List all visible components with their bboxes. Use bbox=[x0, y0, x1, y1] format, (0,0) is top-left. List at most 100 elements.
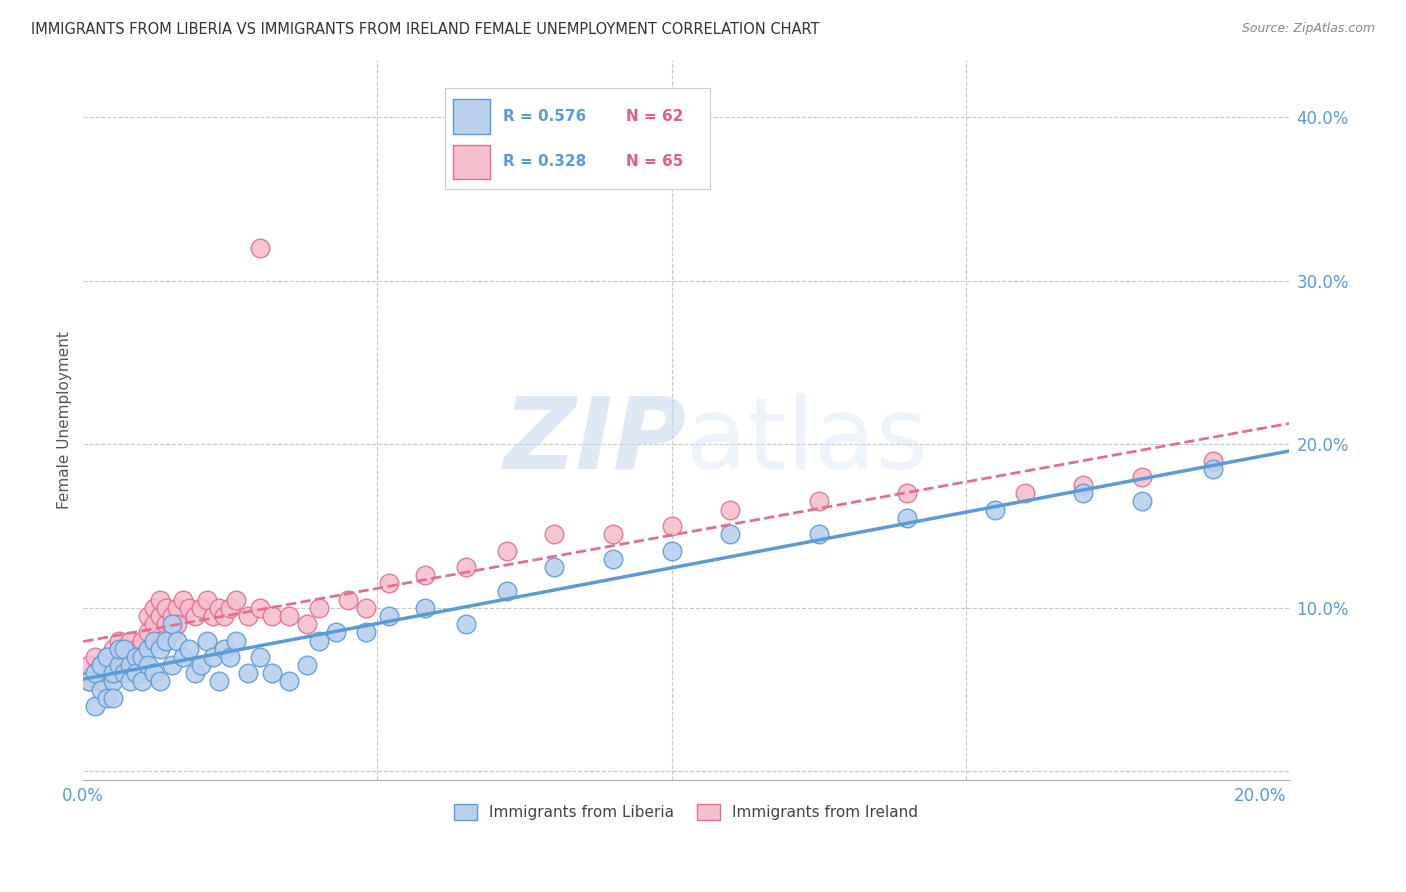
Point bbox=[236, 666, 259, 681]
Point bbox=[166, 600, 188, 615]
Point bbox=[308, 600, 330, 615]
Point bbox=[77, 658, 100, 673]
Text: ZIP: ZIP bbox=[503, 392, 686, 490]
Point bbox=[184, 666, 207, 681]
Point bbox=[337, 592, 360, 607]
Point bbox=[149, 641, 172, 656]
Point bbox=[454, 617, 477, 632]
Point bbox=[172, 592, 194, 607]
Point bbox=[142, 600, 165, 615]
Point bbox=[120, 649, 142, 664]
Point bbox=[107, 633, 129, 648]
Point bbox=[236, 609, 259, 624]
Point bbox=[295, 658, 318, 673]
Point bbox=[413, 568, 436, 582]
Point bbox=[107, 666, 129, 681]
Point bbox=[896, 510, 918, 524]
Point bbox=[125, 649, 148, 664]
Point bbox=[1073, 478, 1095, 492]
Point bbox=[249, 600, 271, 615]
Point bbox=[1130, 494, 1153, 508]
Point bbox=[160, 609, 183, 624]
Point bbox=[179, 600, 201, 615]
Point bbox=[120, 633, 142, 648]
Point bbox=[120, 674, 142, 689]
Point bbox=[136, 658, 159, 673]
Point bbox=[661, 543, 683, 558]
Text: atlas: atlas bbox=[686, 392, 928, 490]
Point bbox=[378, 576, 401, 591]
Point bbox=[543, 527, 565, 541]
Point bbox=[260, 609, 283, 624]
Point bbox=[155, 617, 177, 632]
Point bbox=[90, 658, 112, 673]
Point bbox=[101, 641, 124, 656]
Point bbox=[160, 625, 183, 640]
Point bbox=[120, 658, 142, 673]
Point bbox=[214, 641, 236, 656]
Point bbox=[90, 674, 112, 689]
Point bbox=[1130, 470, 1153, 484]
Point bbox=[454, 560, 477, 574]
Point bbox=[166, 617, 188, 632]
Point bbox=[354, 625, 377, 640]
Legend: Immigrants from Liberia, Immigrants from Ireland: Immigrants from Liberia, Immigrants from… bbox=[449, 797, 925, 826]
Point bbox=[249, 241, 271, 255]
Point bbox=[214, 609, 236, 624]
Point bbox=[496, 543, 519, 558]
Point bbox=[984, 502, 1007, 516]
Point bbox=[378, 609, 401, 624]
Point bbox=[249, 649, 271, 664]
Point bbox=[77, 674, 100, 689]
Point bbox=[90, 658, 112, 673]
Y-axis label: Female Unemployment: Female Unemployment bbox=[58, 331, 72, 508]
Text: Source: ZipAtlas.com: Source: ZipAtlas.com bbox=[1241, 22, 1375, 36]
Point bbox=[278, 609, 301, 624]
Point bbox=[195, 633, 218, 648]
Point bbox=[195, 592, 218, 607]
Point bbox=[661, 519, 683, 533]
Point bbox=[219, 649, 242, 664]
Point bbox=[260, 666, 283, 681]
Point bbox=[107, 641, 129, 656]
Point bbox=[136, 609, 159, 624]
Point bbox=[179, 641, 201, 656]
Point bbox=[190, 658, 212, 673]
Point bbox=[96, 690, 118, 705]
Point bbox=[166, 633, 188, 648]
Point bbox=[207, 600, 229, 615]
Point bbox=[225, 592, 247, 607]
Point bbox=[1202, 453, 1225, 467]
Point bbox=[131, 649, 153, 664]
Point bbox=[125, 658, 148, 673]
Point bbox=[184, 609, 207, 624]
Point bbox=[160, 617, 183, 632]
Point bbox=[96, 649, 118, 664]
Point bbox=[142, 666, 165, 681]
Point bbox=[136, 625, 159, 640]
Point bbox=[354, 600, 377, 615]
Point bbox=[160, 658, 183, 673]
Point bbox=[190, 600, 212, 615]
Point bbox=[114, 641, 136, 656]
Point bbox=[114, 641, 136, 656]
Point bbox=[114, 658, 136, 673]
Point bbox=[142, 617, 165, 632]
Point bbox=[125, 641, 148, 656]
Text: IMMIGRANTS FROM LIBERIA VS IMMIGRANTS FROM IRELAND FEMALE UNEMPLOYMENT CORRELATI: IMMIGRANTS FROM LIBERIA VS IMMIGRANTS FR… bbox=[31, 22, 820, 37]
Point bbox=[84, 698, 107, 713]
Point bbox=[201, 649, 224, 664]
Point bbox=[219, 600, 242, 615]
Point bbox=[114, 666, 136, 681]
Point bbox=[149, 674, 172, 689]
Point bbox=[602, 527, 624, 541]
Point bbox=[155, 600, 177, 615]
Point bbox=[84, 666, 107, 681]
Point bbox=[101, 674, 124, 689]
Point bbox=[96, 666, 118, 681]
Point bbox=[101, 666, 124, 681]
Point bbox=[325, 625, 347, 640]
Point bbox=[807, 527, 830, 541]
Point bbox=[295, 617, 318, 632]
Point bbox=[142, 633, 165, 648]
